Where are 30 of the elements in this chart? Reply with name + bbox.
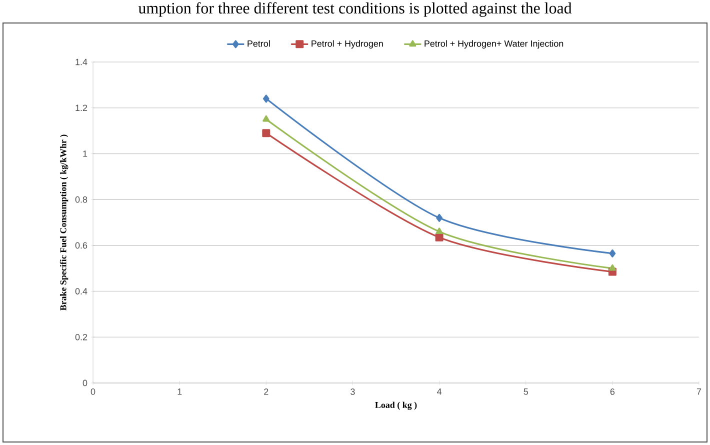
- x-tick-label: 6: [610, 388, 615, 395]
- y-tick-label: 0: [82, 380, 88, 386]
- legend-label: Petrol + Hydrogen: [312, 40, 383, 49]
- x-tick-label: 3: [350, 388, 355, 395]
- x-tick-label: 1: [178, 388, 182, 395]
- x-tick-label: 0: [90, 388, 96, 395]
- y-tick-label: 0.4: [75, 288, 88, 294]
- text: umption for three different test conditions is plotted against the load: [138, 2, 572, 17]
- y-tick-label: 1.2: [76, 104, 88, 111]
- x-tick-label: 7: [696, 388, 702, 395]
- legend-label: Petrol + Hydrogen+ Water Injection: [424, 40, 564, 49]
- point: [435, 233, 444, 242]
- x-tick-label: 2: [264, 388, 268, 395]
- y-tick-label: 0.2: [75, 334, 88, 340]
- x-tick-label: 4: [437, 388, 442, 395]
- y-axis-title: Brake Specific Fuel Consumption ( kg/kWhr ): [60, 134, 68, 311]
- point: [436, 228, 443, 234]
- point: [436, 214, 442, 222]
- y-tick-label: 0.8: [75, 196, 88, 203]
- point: [262, 129, 270, 138]
- point: [262, 94, 270, 103]
- y-tick-label: 0.6: [75, 242, 88, 249]
- point: [262, 115, 270, 122]
- x-axis-title: Load ( kg ): [375, 402, 417, 410]
- point: [609, 249, 616, 258]
- legend-label: Petrol: [248, 40, 270, 47]
- y-tick-label: 1: [83, 150, 88, 157]
- point: [608, 264, 616, 271]
- x-tick-label: 5: [524, 388, 528, 395]
- y-tick-label: 1.4: [76, 58, 88, 66]
